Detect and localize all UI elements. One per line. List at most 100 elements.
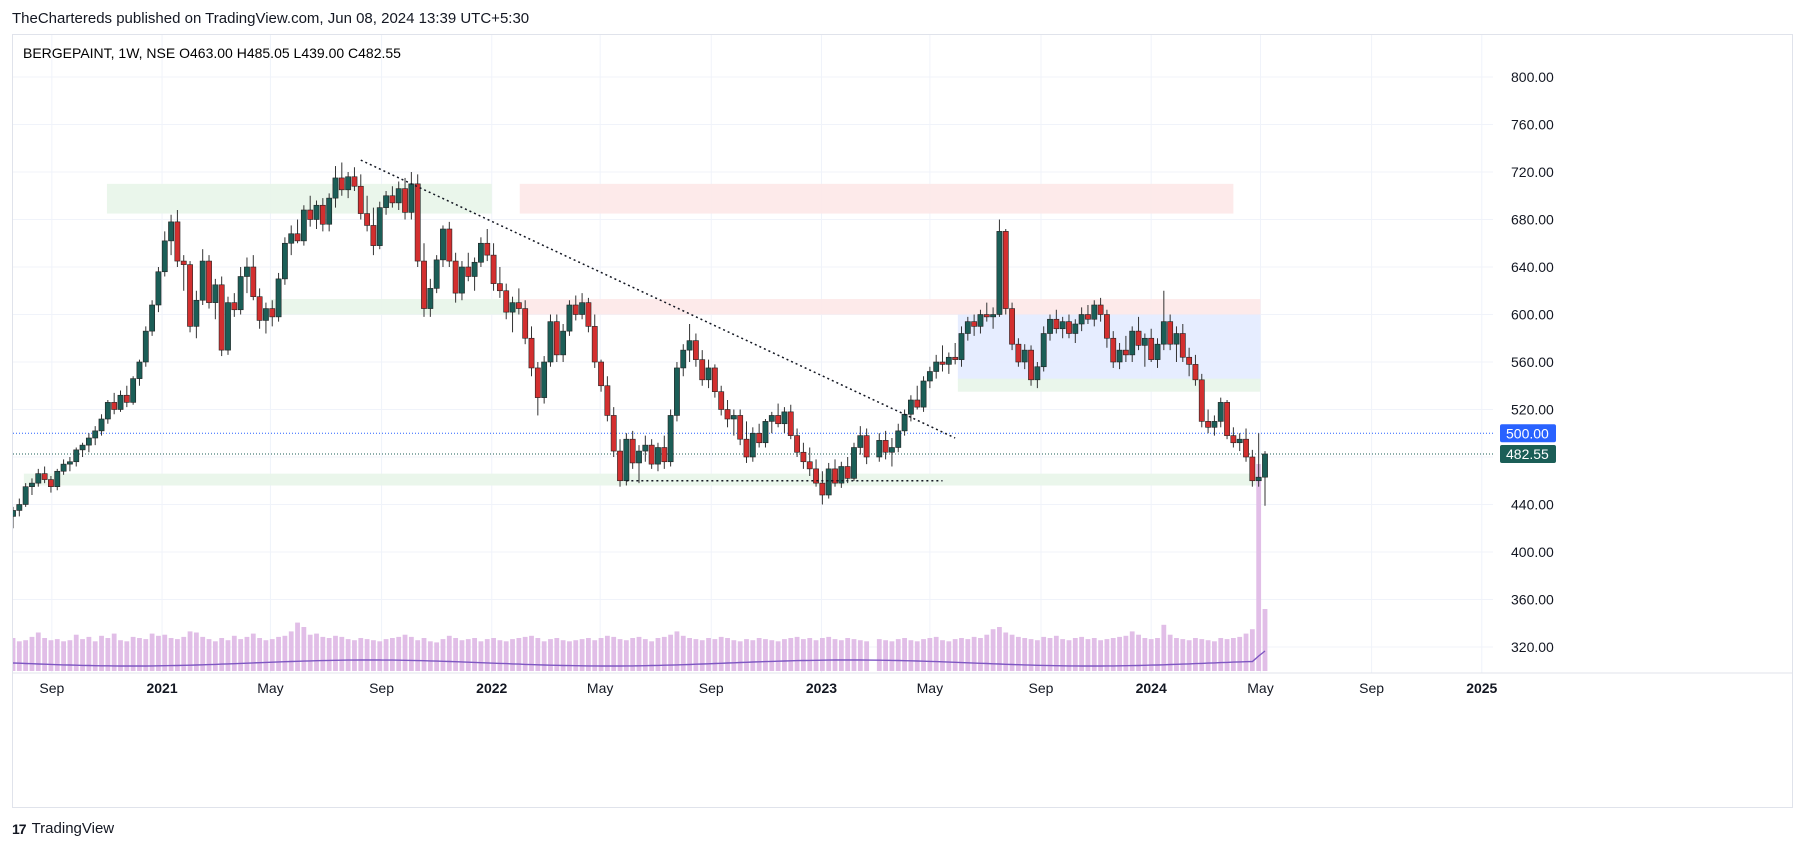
candle-down <box>522 308 529 339</box>
volume-bar <box>933 636 939 671</box>
candle-up <box>263 308 269 321</box>
candle-up <box>781 411 788 425</box>
volume-bar <box>737 641 743 671</box>
volume-bar <box>1161 624 1167 671</box>
volume-bar <box>434 642 440 671</box>
candle-down <box>610 415 617 452</box>
volume-bar <box>661 636 667 671</box>
candle-up <box>142 330 149 363</box>
zone-demand <box>270 299 520 315</box>
volume-bar <box>1047 638 1053 671</box>
y-tick-label: 560.00 <box>1511 354 1554 370</box>
volume-bar <box>788 638 794 671</box>
footer-brand[interactable]: 17 TradingView <box>12 820 114 837</box>
volume-bar <box>655 638 661 671</box>
volume-bar <box>345 639 351 671</box>
candle-down <box>256 296 263 321</box>
candle-up <box>768 415 775 422</box>
volume-bar <box>1129 631 1135 671</box>
candle-up <box>117 394 124 410</box>
volume-bar <box>1079 636 1085 671</box>
volume-bar <box>181 636 187 671</box>
volume-bar <box>908 640 914 671</box>
candle-down <box>515 302 522 309</box>
volume-bar <box>389 638 395 671</box>
candle-down <box>813 468 819 484</box>
y-tick-label: 360.00 <box>1511 592 1554 608</box>
candle-up <box>901 413 908 432</box>
volume-bar <box>845 638 851 671</box>
candle-down <box>794 435 800 453</box>
candle-down <box>724 409 731 420</box>
volume-bar <box>238 639 244 671</box>
candle-up <box>636 450 642 464</box>
candle-up <box>1091 304 1098 320</box>
candle-up <box>1047 318 1053 334</box>
volume-bar <box>914 641 920 671</box>
volume-bar <box>1053 635 1059 671</box>
candle-up <box>130 378 137 403</box>
volume-bar <box>522 636 528 671</box>
candle-down <box>1148 337 1155 360</box>
volume-bar <box>1218 638 1224 671</box>
candle-down <box>180 260 187 265</box>
volume-bar <box>320 636 326 671</box>
volume-bar <box>1167 634 1173 671</box>
volume-bar <box>642 639 648 671</box>
candle-down <box>629 438 636 464</box>
volume-bar <box>529 635 534 671</box>
volume-bar <box>295 622 300 671</box>
volume-bar <box>408 636 414 671</box>
volume-bar <box>453 638 459 671</box>
volume-bar <box>105 638 111 671</box>
volume-bar <box>1034 640 1040 671</box>
candle-up <box>996 231 1003 315</box>
chart-svg[interactable]: 800.00 760.00 720.00 680.00 640.00 600.00 560.… <box>13 35 1792 807</box>
volume-bar <box>465 639 471 671</box>
candle-down <box>1192 364 1199 381</box>
volume-bar <box>699 640 705 671</box>
volume-bar <box>250 633 256 671</box>
volume-bar <box>832 639 838 671</box>
candle-down <box>1097 304 1104 315</box>
candle-down <box>534 367 541 398</box>
candle-up <box>825 468 832 496</box>
volume-bar <box>838 640 844 671</box>
x-tick-label: 2022 <box>476 680 507 696</box>
candle-down <box>914 399 921 408</box>
volume-bar <box>1174 638 1179 671</box>
candle-down <box>1135 330 1142 346</box>
candle-down <box>1002 231 1009 309</box>
candle-down <box>983 314 990 318</box>
volume-bar <box>617 639 623 671</box>
volume-bar <box>1015 636 1021 671</box>
volume-bar <box>864 641 870 671</box>
candle-down <box>718 391 725 410</box>
volume-bar <box>573 640 579 671</box>
candle-up <box>1021 349 1028 363</box>
volume-bar <box>333 635 338 671</box>
volume-bar <box>149 633 155 671</box>
volume-bar <box>725 638 730 671</box>
candle-down <box>123 394 130 403</box>
volume-bar <box>383 639 389 671</box>
x-tick-label: Sep <box>39 680 64 696</box>
zones <box>23 183 1261 486</box>
candle-up <box>762 421 769 444</box>
candle-up <box>509 302 516 313</box>
candle-down <box>1066 321 1072 334</box>
volume-bar <box>175 639 180 671</box>
candle-down <box>756 432 763 444</box>
volume-bar <box>257 638 263 671</box>
volume-bar <box>586 638 591 671</box>
volume-bar <box>750 640 756 671</box>
candle-down <box>231 302 238 311</box>
volume-bar <box>35 632 41 671</box>
candle-up <box>98 418 105 432</box>
candle-down <box>528 337 535 369</box>
candle-up <box>155 271 162 306</box>
volume-bar <box>371 640 376 671</box>
candle-up <box>705 367 712 381</box>
volume-bar <box>168 638 174 671</box>
candle-up <box>313 204 320 220</box>
